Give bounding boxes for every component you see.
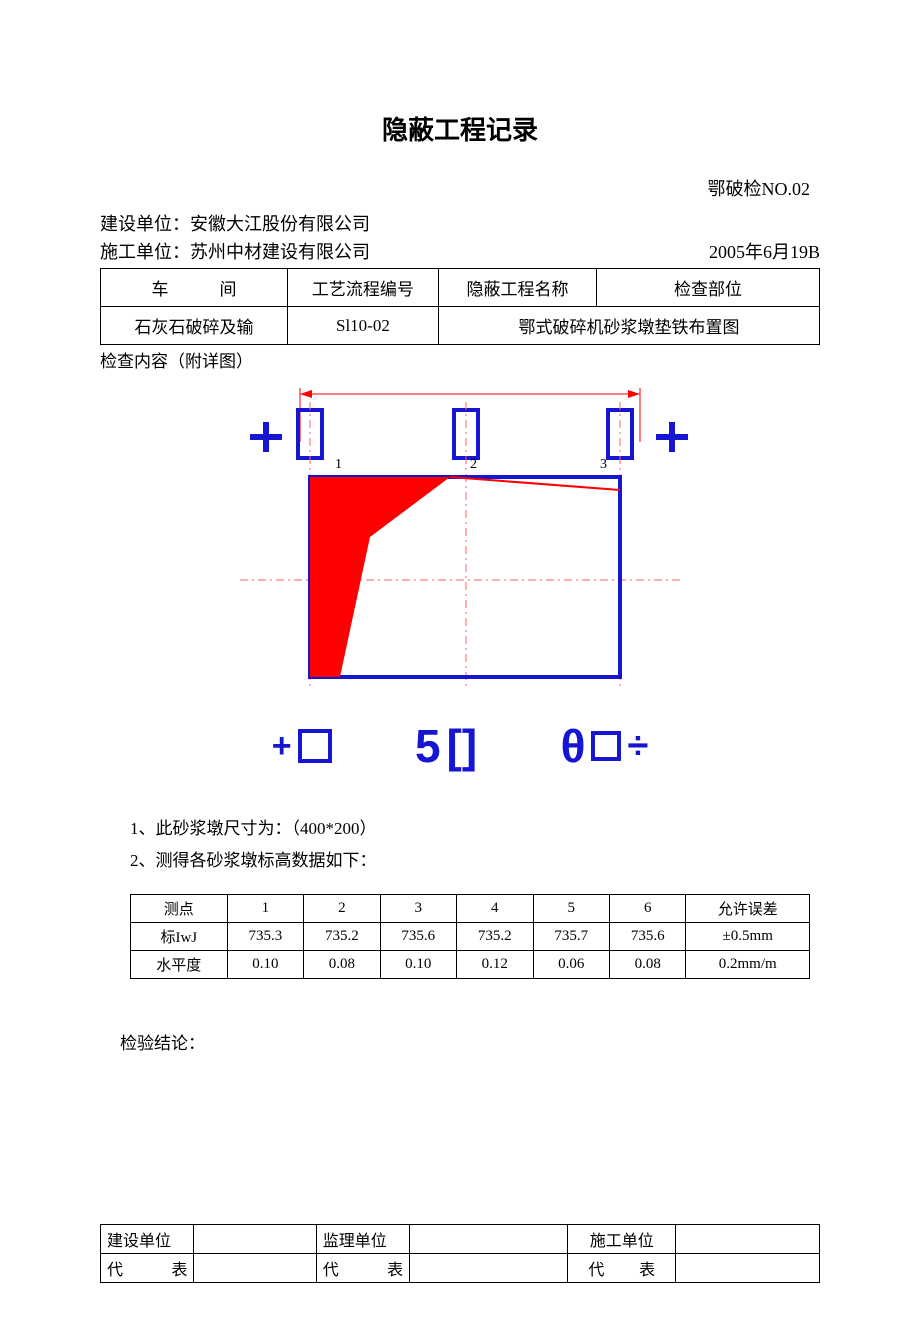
data-cell: 水平度: [131, 950, 228, 978]
header-cell: 1: [227, 894, 303, 922]
data-cell: 0.12: [457, 950, 533, 978]
header-cell: 检查部位: [597, 269, 820, 307]
notes-block: 1、此砂浆墩尺寸为：（400*200） 2、测得各砂浆墩标高数据如下：: [130, 813, 820, 878]
construction-unit-line: 建设单位：安徽大江股份有限公司: [100, 211, 820, 238]
data-cell: 735.2: [457, 922, 533, 950]
data-cell: 鄂式破碎机砂浆墩垫铁布置图: [438, 307, 819, 345]
document-number: 鄂破检NO.02: [100, 175, 820, 201]
page: 隐蔽工程记录 鄂破检NO.02 建设单位：安徽大江股份有限公司 施工单位：苏州中…: [0, 0, 920, 1323]
table-row: 车 间 工艺流程编号 隐蔽工程名称 检查部位: [101, 269, 820, 307]
header-cell: 6: [609, 894, 685, 922]
symbol-five-bracket: 5 []: [415, 719, 477, 773]
data-cell: 0.08: [304, 950, 380, 978]
table-row: 水平度 0.10 0.08 0.10 0.12 0.06 0.08 0.2mm/…: [131, 950, 810, 978]
sig-cell: 监理单位: [316, 1224, 409, 1253]
contractor-value: 苏州中材建设有限公司: [190, 242, 370, 262]
sig-blank: [194, 1253, 316, 1282]
table-row: 建设单位 监理单位 施工单位: [101, 1224, 820, 1253]
data-cell: 标IwJ: [131, 922, 228, 950]
note-line: 2、测得各砂浆墩标高数据如下：: [130, 845, 820, 877]
sig-blank: [676, 1253, 820, 1282]
header-cell: 测点: [131, 894, 228, 922]
header-cell: 隐蔽工程名称: [438, 269, 596, 307]
symbol-plus-box: +: [272, 727, 332, 766]
table-row: 测点 1 2 3 4 5 6 允许误差: [131, 894, 810, 922]
data-cell: 735.6: [380, 922, 456, 950]
check-content-label: 检查内容（附详图）: [100, 347, 820, 372]
header-cell: 4: [457, 894, 533, 922]
data-cell: 0.10: [380, 950, 456, 978]
sig-cell: 施工单位: [568, 1224, 676, 1253]
sig-cell: 代表: [101, 1253, 194, 1282]
data-cell: 0.08: [609, 950, 685, 978]
construction-unit-label: 建设单位：: [100, 214, 190, 234]
sig-blank: [410, 1224, 568, 1253]
box-label-2: 2: [470, 457, 477, 472]
five-label: 5: [415, 719, 441, 773]
symbol-theta-box: θ ÷: [561, 719, 649, 773]
sig-blank: [410, 1253, 568, 1282]
data-cell: Sl10-02: [287, 307, 438, 345]
header-cell: 2: [304, 894, 380, 922]
date-value: 2005年6月19B: [709, 238, 820, 264]
sig-cell: 建设单位: [101, 1224, 194, 1253]
box-label-3: 3: [600, 457, 607, 472]
header-cell: 5: [533, 894, 609, 922]
data-cell: 735.7: [533, 922, 609, 950]
data-cell: 0.10: [227, 950, 303, 978]
contractor-line: 施工单位：苏州中材建设有限公司 2005年6月19B: [100, 238, 820, 264]
signature-table: 建设单位 监理单位 施工单位 代表 代表 代表: [100, 1224, 820, 1283]
construction-unit-value: 安徽大江股份有限公司: [190, 214, 370, 234]
data-cell: 0.2mm/m: [686, 950, 810, 978]
bottom-symbol-row: + 5 [] θ ÷: [220, 719, 700, 773]
header-cell: 车 间: [101, 269, 288, 307]
table-row: 代表 代表 代表: [101, 1253, 820, 1282]
header-cell: 允许误差: [686, 894, 810, 922]
data-cell: 735.3: [227, 922, 303, 950]
theta-label: θ: [561, 719, 586, 773]
header-cell: 3: [380, 894, 456, 922]
sig-blank: [676, 1224, 820, 1253]
divide-icon: ÷: [627, 725, 648, 768]
data-cell: 0.06: [533, 950, 609, 978]
conclusion-label: 检验结论：: [120, 1029, 820, 1054]
contractor-label: 施工单位：: [100, 242, 190, 262]
sig-blank: [194, 1224, 316, 1253]
layout-diagram: 1 2 3 + 5 [] θ: [220, 382, 700, 773]
square-icon: [298, 729, 332, 763]
page-title: 隐蔽工程记录: [100, 110, 820, 147]
header-table: 车 间 工艺流程编号 隐蔽工程名称 检查部位 石灰石破碎及输 Sl10-02 鄂…: [100, 268, 820, 345]
data-cell: ±0.5mm: [686, 922, 810, 950]
sig-cell: 代表: [316, 1253, 409, 1282]
header-cell: 工艺流程编号: [287, 269, 438, 307]
note-line: 1、此砂浆墩尺寸为：（400*200）: [130, 813, 820, 845]
square-icon: [591, 731, 621, 761]
table-row: 标IwJ 735.3 735.2 735.6 735.2 735.7 735.6…: [131, 922, 810, 950]
box-label-1: 1: [335, 457, 342, 472]
sig-cell: 代表: [568, 1253, 676, 1282]
plus-icon: +: [272, 727, 292, 766]
measurement-table: 测点 1 2 3 4 5 6 允许误差 标IwJ 735.3 735.2 735…: [130, 894, 810, 979]
data-cell: 735.6: [609, 922, 685, 950]
data-cell: 735.2: [304, 922, 380, 950]
bracket-icon: []: [447, 719, 478, 773]
diagram-svg: 1 2 3: [220, 382, 700, 702]
table-row: 石灰石破碎及输 Sl10-02 鄂式破碎机砂浆墩垫铁布置图: [101, 307, 820, 345]
data-cell: 石灰石破碎及输: [101, 307, 288, 345]
